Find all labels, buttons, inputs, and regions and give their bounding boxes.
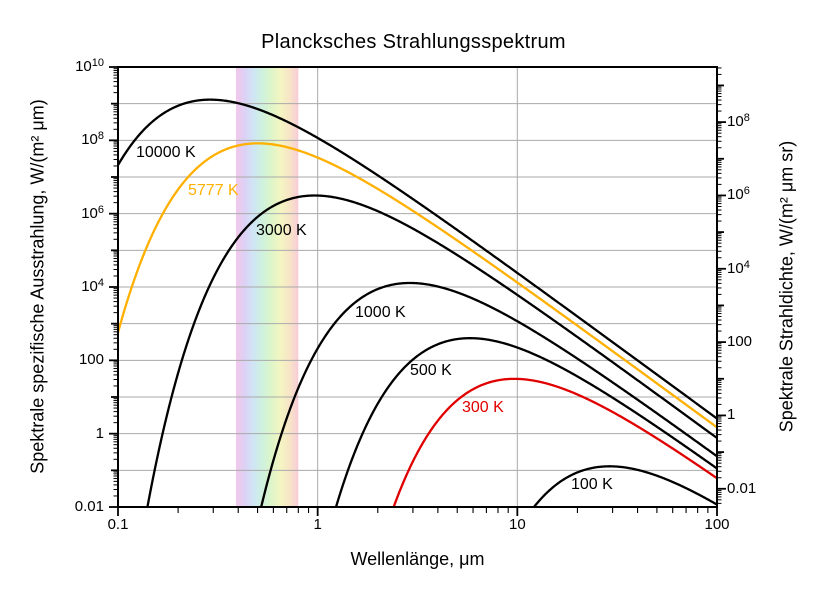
y-right-tick-label: 106 bbox=[727, 185, 750, 204]
curve-label-100-k: 100 K bbox=[571, 476, 613, 493]
curve-label-1000-k: 1000 K bbox=[355, 304, 406, 321]
curve-label-3000-k: 3000 K bbox=[256, 222, 307, 239]
y-left-tick-label: 1010 bbox=[75, 57, 104, 76]
curve-label-500-k: 500 K bbox=[410, 362, 452, 379]
curve-100-k bbox=[532, 465, 717, 507]
curve-10000-k bbox=[118, 98, 717, 420]
y-right-tick-label: 1 bbox=[727, 406, 736, 424]
y-left-tick-label: 100 bbox=[78, 351, 104, 369]
y-axis-left-title: Spektrale spezifische Ausstrahlung, W/(m… bbox=[27, 99, 48, 474]
y-left-tick-label: 0.01 bbox=[74, 498, 104, 515]
x-axis-title: Wellenlänge, μm bbox=[350, 549, 485, 569]
y-right-tick-label: 100 bbox=[727, 333, 753, 351]
y-left-tick-label: 108 bbox=[81, 130, 104, 149]
x-tick-label: 0.1 bbox=[107, 516, 129, 533]
curve-5777-k bbox=[118, 142, 717, 429]
curve-label-5777-k: 5777 K bbox=[188, 182, 239, 199]
chart-title: Plancksches Strahlungsspektrum bbox=[261, 31, 566, 53]
curve-label-300-k: 300 K bbox=[462, 399, 504, 416]
y-left-tick-label: 106 bbox=[81, 203, 104, 222]
y-left-tick-label: 104 bbox=[81, 277, 104, 296]
curve-1000-k bbox=[259, 281, 717, 507]
curve-label-10000-k: 10000 K bbox=[136, 144, 196, 161]
y-right-tick-label: 104 bbox=[727, 258, 750, 277]
y-left-tick-label: 1 bbox=[95, 424, 104, 442]
plot-frame bbox=[117, 66, 718, 508]
curve-3000-k bbox=[146, 194, 717, 507]
curve-500-k bbox=[334, 337, 717, 507]
y-right-tick-label: 0.01 bbox=[727, 479, 757, 497]
y-right-tick-label: 108 bbox=[727, 112, 750, 131]
x-tick-label: 1 bbox=[313, 516, 322, 533]
y-axis-right-title: Spektrale Strahldichte, W/(m² μm sr) bbox=[776, 140, 797, 433]
x-tick-label: 10 bbox=[508, 516, 526, 533]
curve-300-k bbox=[392, 377, 717, 507]
x-tick-label: 100 bbox=[704, 516, 730, 533]
